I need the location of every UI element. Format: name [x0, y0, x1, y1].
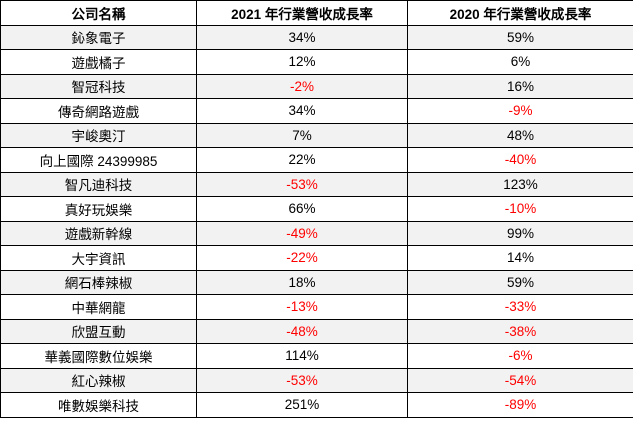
growth-2020-cell: -6%	[407, 343, 633, 369]
company-cell: 智凡迪科技	[0, 171, 197, 197]
company-cell: 向上國際 24399985	[0, 147, 197, 173]
company-cell: 遊戲新幹線	[0, 220, 197, 246]
table-row: 真好玩娛樂 66% -10%	[0, 196, 633, 222]
table-row: 紅心辣椒 -53% -54%	[0, 367, 633, 393]
table-row: 大宇資訊 -22% 14%	[0, 245, 633, 271]
growth-2021-cell: 251%	[196, 392, 408, 418]
growth-2020-cell: 48%	[407, 122, 633, 148]
table-row: 中華網龍 -13% -33%	[0, 294, 633, 320]
table-row: 網石棒辣椒 18% 59%	[0, 269, 633, 295]
company-cell: 紅心辣椒	[0, 367, 197, 393]
company-cell: 大宇資訊	[0, 245, 197, 271]
company-cell: 真好玩娛樂	[0, 196, 197, 222]
table-row: 欣盟互動 -48% -38%	[0, 318, 633, 344]
growth-2021-cell: 114%	[196, 343, 408, 369]
growth-2021-cell: -53%	[196, 367, 408, 393]
growth-2020-cell: -9%	[407, 98, 633, 124]
growth-2020-cell: 6%	[407, 49, 633, 75]
header-2021-growth: 2021 年行業營收成長率	[196, 0, 408, 26]
growth-2021-cell: 34%	[196, 98, 408, 124]
header-row: 公司名稱 2021 年行業營收成長率 2020 年行業營收成長率	[0, 0, 633, 26]
growth-2021-cell: 18%	[196, 269, 408, 295]
growth-2020-cell: -38%	[407, 318, 633, 344]
header-2020-growth: 2020 年行業營收成長率	[407, 0, 633, 26]
growth-2021-cell: -48%	[196, 318, 408, 344]
growth-2020-cell: 59%	[407, 24, 633, 50]
growth-2020-cell: -89%	[407, 392, 633, 418]
table-row: 智凡迪科技 -53% 123%	[0, 171, 633, 197]
growth-2021-cell: 22%	[196, 147, 408, 173]
table-row: 傳奇網路遊戲 34% -9%	[0, 98, 633, 124]
table-row: 遊戲新幹線 -49% 99%	[0, 220, 633, 246]
growth-2020-cell: -40%	[407, 147, 633, 173]
company-cell: 欣盟互動	[0, 318, 197, 344]
growth-2020-cell: -54%	[407, 367, 633, 393]
company-cell: 遊戲橘子	[0, 49, 197, 75]
growth-2020-cell: 14%	[407, 245, 633, 271]
company-cell: 鈊象電子	[0, 24, 197, 50]
growth-2020-cell: 16%	[407, 73, 633, 99]
growth-rate-table: 公司名稱 2021 年行業營收成長率 2020 年行業營收成長率 鈊象電子 34…	[0, 0, 633, 418]
header-company: 公司名稱	[0, 0, 197, 26]
growth-2021-cell: -49%	[196, 220, 408, 246]
company-cell: 網石棒辣椒	[0, 269, 197, 295]
growth-2020-cell: 59%	[407, 269, 633, 295]
growth-2021-cell: 66%	[196, 196, 408, 222]
company-cell: 傳奇網路遊戲	[0, 98, 197, 124]
table-row: 向上國際 24399985 22% -40%	[0, 147, 633, 173]
company-cell: 華義國際數位娛樂	[0, 343, 197, 369]
table-row: 宇峻奧汀 7% 48%	[0, 122, 633, 148]
growth-2021-cell: 12%	[196, 49, 408, 75]
growth-2020-cell: 123%	[407, 171, 633, 197]
company-cell: 唯數娛樂科技	[0, 392, 197, 418]
company-cell: 宇峻奧汀	[0, 122, 197, 148]
growth-2021-cell: -53%	[196, 171, 408, 197]
growth-2020-cell: 99%	[407, 220, 633, 246]
table-row: 唯數娛樂科技 251% -89%	[0, 392, 633, 418]
growth-2021-cell: 7%	[196, 122, 408, 148]
growth-2021-cell: -22%	[196, 245, 408, 271]
growth-2021-cell: -2%	[196, 73, 408, 99]
company-cell: 中華網龍	[0, 294, 197, 320]
table-row: 鈊象電子 34% 59%	[0, 24, 633, 50]
growth-2020-cell: -10%	[407, 196, 633, 222]
table-row: 智冠科技 -2% 16%	[0, 73, 633, 99]
table-row: 遊戲橘子 12% 6%	[0, 49, 633, 75]
company-cell: 智冠科技	[0, 73, 197, 99]
growth-2021-cell: 34%	[196, 24, 408, 50]
growth-2020-cell: -33%	[407, 294, 633, 320]
growth-2021-cell: -13%	[196, 294, 408, 320]
table-row: 華義國際數位娛樂 114% -6%	[0, 343, 633, 369]
table-body: 鈊象電子 34% 59% 遊戲橘子 12% 6% 智冠科技 -2% 16% 傳奇…	[0, 24, 633, 418]
